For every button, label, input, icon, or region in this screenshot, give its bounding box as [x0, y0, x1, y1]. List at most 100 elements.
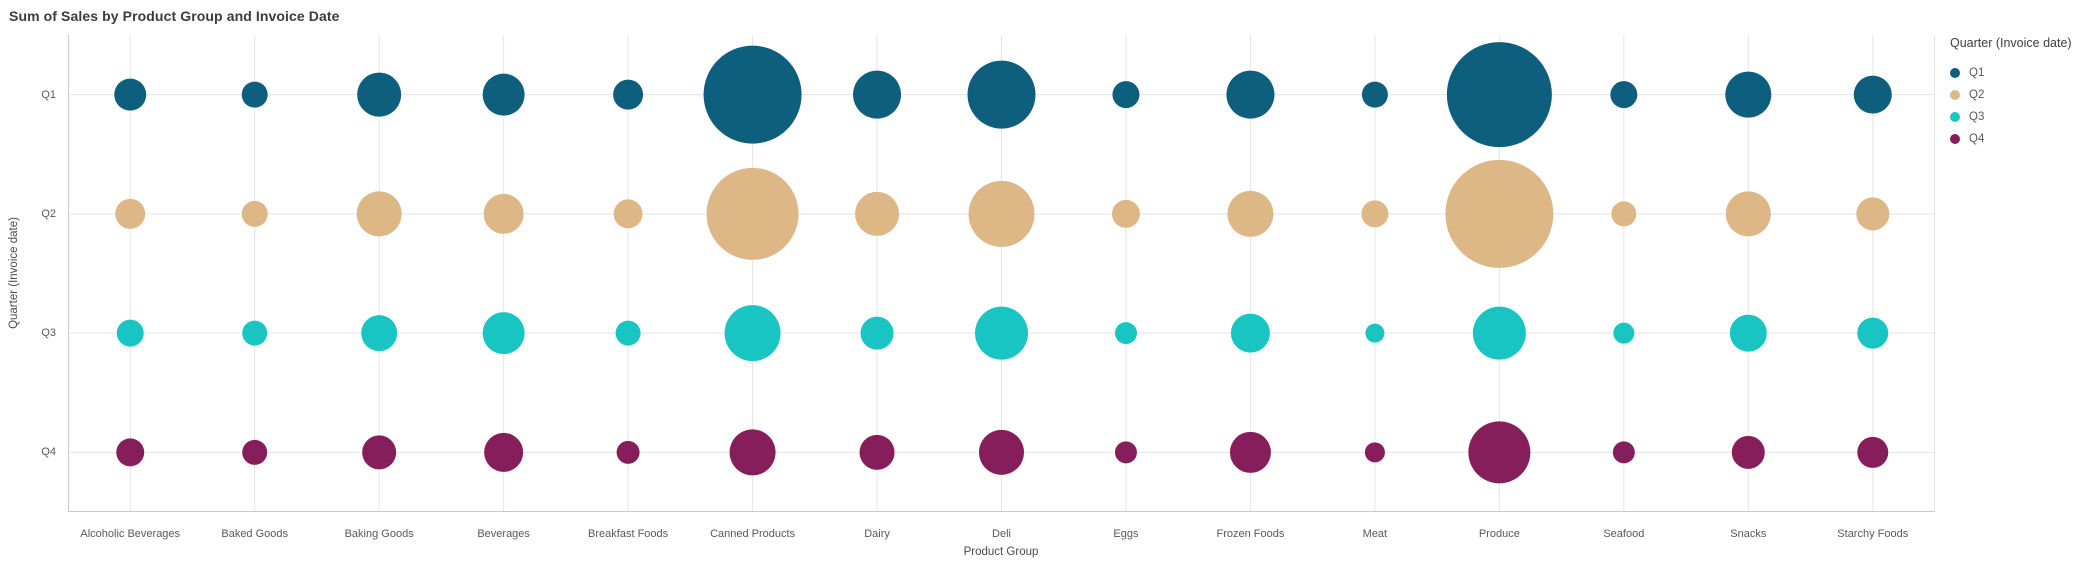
- bubble-breakfast-foods-q3[interactable]: [615, 320, 641, 346]
- legend-item-q4[interactable]: Q4: [1950, 128, 2093, 150]
- bubble-alcoholic-beverages-q2[interactable]: [115, 198, 146, 229]
- bubble-breakfast-foods-q2[interactable]: [613, 199, 643, 229]
- legend-color-dot-icon: [1950, 68, 1960, 78]
- y-tick-label-q1[interactable]: Q1: [41, 88, 56, 101]
- bubble-dairy-q1[interactable]: [853, 70, 902, 119]
- bubble-eggs-q4[interactable]: [1114, 441, 1137, 464]
- bubble-deli-q4[interactable]: [979, 429, 1024, 475]
- bubble-deli-q1[interactable]: [967, 60, 1036, 129]
- bubble-baked-goods-q2[interactable]: [241, 200, 268, 227]
- legend-item-q2[interactable]: Q2: [1950, 84, 2093, 106]
- bubble-dairy-q3[interactable]: [860, 316, 894, 350]
- x-tick-label-beverages[interactable]: Beverages: [477, 528, 530, 540]
- y-tick-label-q3[interactable]: Q3: [41, 327, 56, 340]
- legend-color-dot-icon: [1950, 90, 1960, 100]
- plot-area: [68, 35, 1935, 512]
- bubble-baking-goods-q3[interactable]: [361, 315, 398, 352]
- bubble-breakfast-foods-q4[interactable]: [616, 440, 640, 464]
- x-tick-label-baking-goods[interactable]: Baking Goods: [344, 528, 414, 540]
- bubble-beverages-q3[interactable]: [482, 312, 525, 355]
- bubble-beverages-q2[interactable]: [483, 193, 524, 234]
- x-tick-label-breakfast-foods[interactable]: Breakfast Foods: [588, 528, 669, 540]
- x-tick-label-canned-products[interactable]: Canned Products: [710, 528, 796, 540]
- bubble-alcoholic-beverages-q3[interactable]: [116, 319, 144, 347]
- legend-item-label: Q3: [1969, 111, 1985, 123]
- bubble-deli-q2[interactable]: [968, 180, 1035, 247]
- bubble-baking-goods-q4[interactable]: [362, 435, 397, 470]
- bubble-baked-goods-q3[interactable]: [242, 320, 268, 346]
- bubble-baked-goods-q4[interactable]: [242, 439, 268, 465]
- bubble-eggs-q3[interactable]: [1114, 322, 1137, 345]
- bubble-canned-products-q2[interactable]: [706, 167, 799, 260]
- bubble-produce-q1[interactable]: [1446, 42, 1552, 148]
- bubble-produce-q4[interactable]: [1468, 421, 1531, 484]
- bubble-seafood-q3[interactable]: [1613, 322, 1635, 344]
- bubble-frozen-foods-q4[interactable]: [1229, 431, 1271, 473]
- bubble-seafood-q2[interactable]: [1611, 201, 1637, 227]
- legend: Quarter (Invoice date) Q1 Q2 Q3 Q4: [1950, 36, 2093, 150]
- bubble-meat-q1[interactable]: [1361, 81, 1388, 108]
- bubble-snacks-q2[interactable]: [1725, 191, 1771, 237]
- legend-title: Quarter (Invoice date): [1950, 36, 2072, 50]
- x-tick-label-frozen-foods[interactable]: Frozen Foods: [1216, 528, 1285, 540]
- plot-svg: [68, 35, 1935, 512]
- bubble-starchy-foods-q4[interactable]: [1857, 436, 1889, 468]
- legend-color-dot-icon: [1950, 134, 1960, 144]
- bubble-produce-q3[interactable]: [1472, 306, 1526, 360]
- x-tick-label-baked-goods[interactable]: Baked Goods: [221, 528, 289, 540]
- bubble-snacks-q4[interactable]: [1731, 435, 1765, 469]
- x-tick-label-dairy[interactable]: Dairy: [864, 528, 890, 540]
- x-tick-label-deli[interactable]: Deli: [992, 528, 1011, 540]
- bubble-snacks-q3[interactable]: [1729, 314, 1767, 352]
- bubble-baking-goods-q1[interactable]: [357, 72, 402, 117]
- bubble-beverages-q4[interactable]: [484, 432, 524, 472]
- bubble-eggs-q2[interactable]: [1111, 199, 1140, 228]
- x-tick-label-produce[interactable]: Produce: [1478, 528, 1520, 540]
- bubble-starchy-foods-q2[interactable]: [1856, 197, 1890, 231]
- bubble-meat-q2[interactable]: [1361, 200, 1389, 228]
- x-tick-label-eggs[interactable]: Eggs: [1113, 528, 1139, 540]
- bubble-frozen-foods-q3[interactable]: [1230, 313, 1270, 353]
- bubble-canned-products-q4[interactable]: [729, 429, 776, 476]
- y-axis-title: Quarter (Invoice date): [8, 217, 20, 329]
- bubble-eggs-q1[interactable]: [1112, 81, 1140, 109]
- bubble-starchy-foods-q3[interactable]: [1857, 317, 1889, 349]
- y-tick-label-q4[interactable]: Q4: [41, 446, 56, 459]
- bubble-dairy-q4[interactable]: [859, 434, 895, 470]
- x-tick-label-meat[interactable]: Meat: [1362, 528, 1388, 540]
- legend-color-dot-icon: [1950, 112, 1960, 122]
- bubble-starchy-foods-q1[interactable]: [1853, 75, 1892, 114]
- bubble-dairy-q2[interactable]: [855, 191, 900, 236]
- x-tick-label-alcoholic-beverages[interactable]: Alcoholic Beverages: [80, 528, 181, 540]
- bubble-frozen-foods-q2[interactable]: [1227, 190, 1274, 237]
- bubble-baking-goods-q2[interactable]: [356, 191, 402, 237]
- bubble-meat-q3[interactable]: [1365, 323, 1385, 343]
- y-tick-label-q2[interactable]: Q2: [41, 207, 56, 220]
- bubble-seafood-q4[interactable]: [1612, 441, 1635, 464]
- legend-items: Q1 Q2 Q3 Q4: [1950, 62, 2093, 150]
- legend-item-label: Q4: [1969, 133, 1985, 145]
- bubble-snacks-q1[interactable]: [1725, 71, 1772, 118]
- bubble-deli-q3[interactable]: [975, 306, 1028, 360]
- bubble-frozen-foods-q1[interactable]: [1226, 70, 1275, 119]
- legend-item-label: Q1: [1969, 67, 1985, 79]
- bubble-canned-products-q1[interactable]: [703, 45, 802, 144]
- bubble-produce-q2[interactable]: [1445, 159, 1554, 268]
- legend-item-label: Q2: [1969, 89, 1985, 101]
- legend-item-q1[interactable]: Q1: [1950, 62, 2093, 84]
- bubble-alcoholic-beverages-q1[interactable]: [114, 78, 147, 111]
- bubble-baked-goods-q1[interactable]: [241, 81, 268, 108]
- bubble-beverages-q1[interactable]: [482, 73, 525, 116]
- bubble-breakfast-foods-q1[interactable]: [613, 79, 644, 110]
- bubble-seafood-q1[interactable]: [1610, 81, 1638, 109]
- chart-title: Sum of Sales by Product Group and Invoic…: [9, 8, 340, 24]
- x-tick-label-snacks[interactable]: Snacks: [1730, 528, 1767, 540]
- bubble-canned-products-q3[interactable]: [724, 305, 781, 362]
- x-tick-label-starchy-foods[interactable]: Starchy Foods: [1837, 528, 1909, 540]
- legend-item-q3[interactable]: Q3: [1950, 106, 2093, 128]
- bubble-alcoholic-beverages-q4[interactable]: [116, 438, 145, 467]
- x-axis-title: Product Group: [963, 546, 1039, 558]
- bubble-meat-q4[interactable]: [1364, 442, 1385, 463]
- x-tick-label-seafood[interactable]: Seafood: [1603, 528, 1645, 540]
